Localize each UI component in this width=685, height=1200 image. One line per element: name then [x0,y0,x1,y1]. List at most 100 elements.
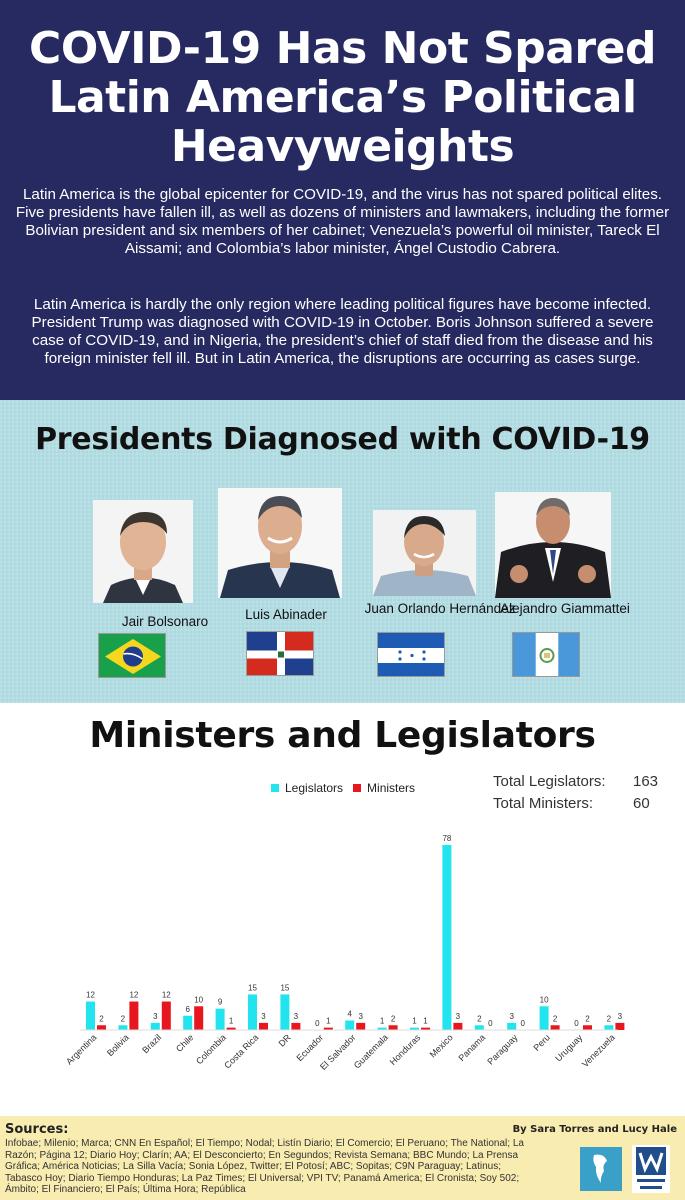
x-tick-label-brazil: Brazil [140,1032,163,1055]
x-tick-label-panama: Panama [456,1032,487,1063]
x-tick-label-guatemala: Guatemala [352,1032,390,1070]
honduras-flag-icon [377,632,445,677]
data-label-legislators-venezuela: 2 [607,1014,612,1023]
sources-text: Infobae; Milenio; Marca; CNN En Español;… [5,1138,524,1195]
total-ministers-row: Total Ministers: 60 [493,793,658,815]
data-label-legislators-el-salvador: 4 [347,1010,352,1019]
bar-legislators-chile [183,1015,193,1030]
bar-legislators-colombia [215,1008,225,1030]
bar-ministers-chile [194,1006,204,1030]
bar-legislators-mexico [442,845,452,1030]
latin-american-program-logo [580,1147,622,1191]
data-label-legislators-uruguay: 0 [574,1019,579,1028]
total-legislators-row: Total Legislators: 163 [493,771,658,793]
bar-ministers-uruguay [583,1025,592,1030]
data-label-legislators-peru: 10 [540,995,549,1004]
data-label-ministers-colombia: 1 [229,1017,234,1026]
data-label-legislators-paraguay: 3 [509,1012,514,1021]
data-label-ministers-panama: 0 [488,1019,493,1028]
data-label-legislators-honduras: 1 [412,1017,417,1026]
data-label-ministers-mexico: 3 [456,1012,461,1021]
bar-ministers-venezuela [615,1022,625,1030]
data-label-ministers-chile: 10 [194,995,203,1004]
chart-legend: Legislators Ministers [271,781,415,795]
data-label-ministers-costa-rica: 3 [261,1012,266,1021]
x-tick-label-venezuela: Venezuela [580,1032,617,1069]
bar-legislators-el-salvador [345,1020,355,1030]
bar-ministers-colombia [226,1027,236,1030]
data-label-legislators-dr: 15 [280,983,289,992]
data-label-legislators-argentina: 12 [86,991,95,1000]
bar-ministers-bolivia [129,1001,139,1030]
guatemala-flag-icon [512,632,580,677]
sources-section: Sources: Infobae; Milenio; Marca; CNN En… [0,1116,685,1200]
data-label-ministers-ecuador: 1 [326,1017,331,1026]
data-label-ministers-dr: 3 [294,1012,299,1021]
president-photo-giammattei [495,492,611,598]
x-tick-label-ecuador: Ecuador [294,1032,325,1063]
totals-box: Total Legislators: 163 Total Ministers: … [493,771,658,815]
intro-paragraph-2: Latin America is hardly the only region … [31,296,654,367]
data-label-ministers-uruguay: 2 [585,1014,590,1023]
data-label-legislators-costa-rica: 15 [248,983,257,992]
bar-legislators-brazil [150,1022,160,1030]
x-tick-label-bolivia: Bolivia [105,1032,131,1058]
president-name-giammattei: Alejandro Giammattei [500,601,630,616]
dominican-republic-flag-icon [246,631,314,676]
bar-chart: 122Argentina212Bolivia312Brazil610Chile9… [64,834,625,1072]
x-tick-label-uruguay: Uruguay [553,1032,584,1063]
bar-legislators-dr [280,994,290,1030]
bar-ministers-honduras [421,1027,430,1030]
x-tick-label-costa-rica: Costa Rica [222,1032,260,1070]
data-label-legislators-ecuador: 0 [315,1019,320,1028]
president-photo-bolsonaro [93,500,193,603]
presidents-heading: Presidents Diagnosed with COVID-19 [35,422,650,457]
data-label-ministers-venezuela: 3 [618,1012,623,1021]
bar-legislators-panama [474,1025,484,1030]
president-name-abinader: Luis Abinader [245,607,327,622]
data-label-ministers-el-salvador: 3 [358,1012,363,1021]
bar-legislators-honduras [410,1027,419,1030]
data-label-ministers-guatemala: 2 [391,1014,396,1023]
total-ministers-label: Total Ministers: [493,795,594,812]
data-label-ministers-argentina: 2 [99,1014,104,1023]
bar-ministers-guatemala [388,1025,398,1030]
total-legislators-value: 163 [633,773,659,790]
bar-ministers-argentina [97,1025,106,1030]
bar-legislators-argentina [86,1001,95,1030]
bar-ministers-costa-rica [259,1022,268,1030]
bar-legislators-bolivia [118,1025,128,1030]
data-label-legislators-chile: 6 [185,1005,190,1014]
president-photo-abinader [218,488,342,598]
bar-ministers-peru [550,1025,560,1030]
data-label-ministers-bolivia: 12 [129,991,138,1000]
data-label-legislators-brazil: 3 [153,1012,158,1021]
data-label-legislators-panama: 2 [477,1014,482,1023]
data-label-legislators-mexico: 78 [442,834,451,843]
ministers-section: Ministers and Legislators Legislators Mi… [0,703,685,1116]
brazil-flag-icon [98,633,166,678]
x-tick-label-argentina: Argentina [64,1032,98,1066]
x-tick-label-mexico: Mexico [428,1032,455,1059]
bar-ministers-el-salvador [356,1022,366,1030]
ministers-heading: Ministers and Legislators [89,715,596,756]
total-ministers-value: 60 [633,795,650,812]
x-tick-label-colombia: Colombia [194,1032,228,1066]
president-name-bolsonaro: Jair Bolsonaro [121,614,209,629]
byline: By Sara Torres and Lucy Hale [512,1124,677,1135]
data-label-legislators-colombia: 9 [218,998,223,1007]
bar-ministers-dr [291,1022,301,1030]
total-legislators-label: Total Legislators: [493,773,606,790]
president-name-hernandez: Juan Orlando Hernández [364,601,516,616]
x-tick-label-paraguay: Paraguay [485,1032,520,1067]
wilson-center-logo [632,1145,670,1193]
intro-paragraph-1: Latin America is the global epicenter fo… [15,186,670,257]
president-photo-hernandez [373,510,476,596]
bar-legislators-paraguay [507,1022,517,1030]
data-label-legislators-guatemala: 1 [380,1017,385,1026]
legend-swatch-legislators [271,784,279,792]
data-label-ministers-paraguay: 0 [520,1019,525,1028]
x-tick-label-dr: DR [277,1032,294,1049]
bar-legislators-costa-rica [248,994,257,1030]
data-label-ministers-honduras: 1 [423,1017,428,1026]
